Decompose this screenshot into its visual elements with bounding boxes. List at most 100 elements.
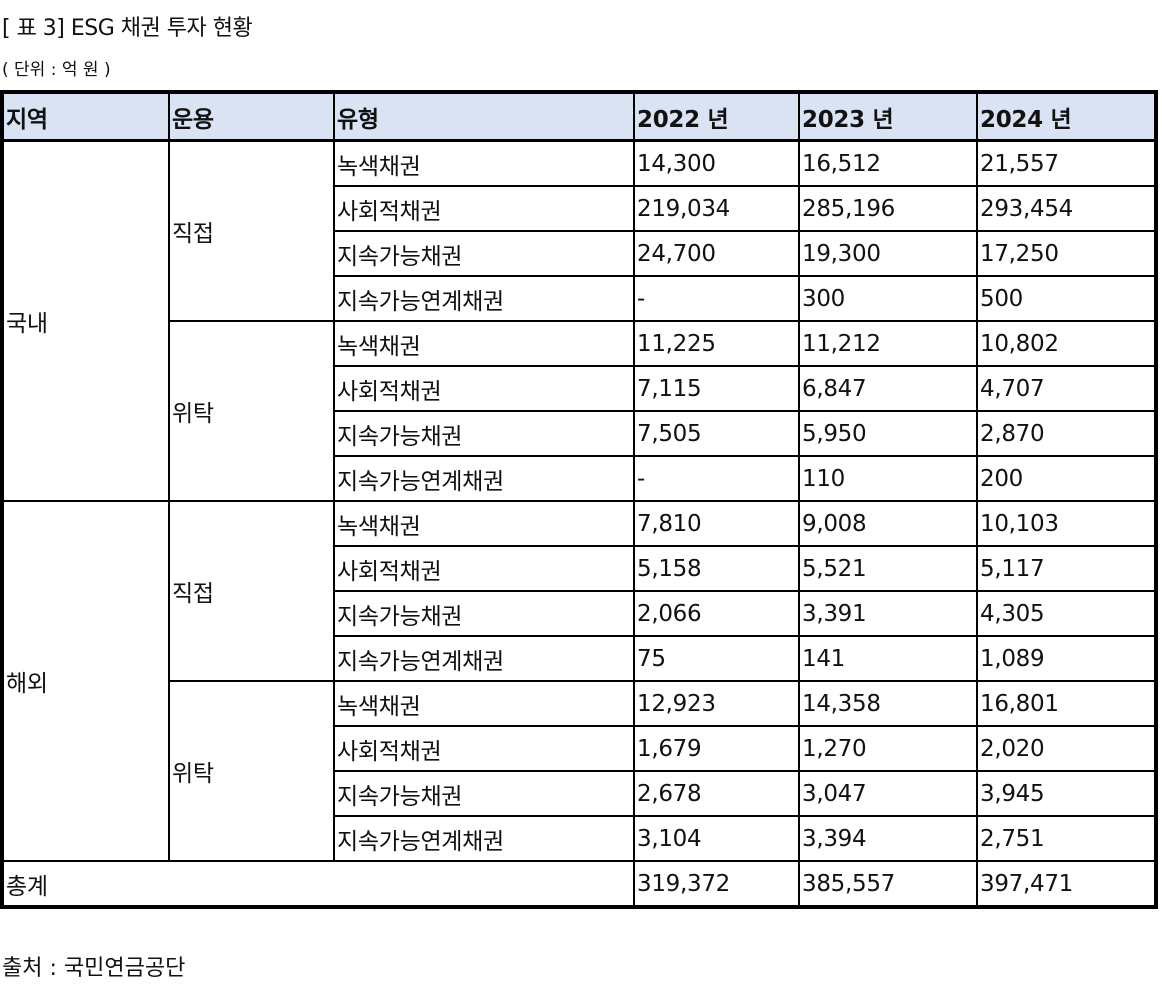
header-2022: 2022 년 [633,91,800,142]
value-2023: 3,391 [798,590,978,637]
table-row: 위탁 녹색채권 11,225 11,212 10,802 [2,320,1157,502]
type-cell: 지속가능연계채권 [333,635,635,682]
table-row: 사회적채권 7,115 6,847 4,707 [2,365,1157,412]
total-row: 총계 319,372 385,557 397,471 [1,860,1157,908]
value-2022: - [633,455,800,502]
value-2023: 285,196 [798,185,978,232]
value-2023: 11,212 [798,320,978,367]
type-cell: 사회적채권 [333,185,635,232]
region-cell: 국내 [1,139,170,502]
header-2023: 2023 년 [798,91,978,142]
unit-note: ( 단위 : 억 원 ) [2,60,111,80]
table-row: 국내 직접 녹색채권 14,300 16,512 21,557 [1,139,1157,502]
value-2023: 3,394 [798,815,978,862]
table-row: 위탁 녹색채권 12,923 14,358 16,801 [2,680,1157,862]
value-2022: 1,679 [633,725,800,772]
type-cell: 사회적채권 [333,725,635,772]
value-2023: 5,521 [798,545,978,592]
table-row: 지속가능채권 7,505 5,950 2,870 [2,410,1157,457]
value-2024: 17,250 [976,230,1157,277]
value-2024: 5,117 [976,545,1157,592]
type-cell: 녹색채권 [333,680,635,727]
header-row: 지역 운용 유형 2022 년 2023 년 2024 년 [1,91,1157,142]
management-cell: 위탁 [168,320,335,502]
value-2022: 7,115 [633,365,800,412]
value-2024: 2,020 [976,725,1157,772]
value-2023: 16,512 [798,139,978,187]
header-type: 유형 [333,91,635,142]
value-2022: 7,505 [633,410,800,457]
table-row: 지속가능연계채권 3,104 3,394 2,751 [2,815,1157,862]
value-2024: 1,089 [976,635,1157,682]
value-2023: 141 [798,635,978,682]
table-row: 해외 직접 녹색채권 7,810 9,008 10,103 [1,500,1157,862]
management-cell: 위탁 [168,680,335,862]
table-row: 지속가능연계채권 - 110 200 [2,455,1157,502]
type-cell: 지속가능채권 [333,590,635,637]
value-2023: 3,047 [798,770,978,817]
type-cell: 녹색채권 [333,139,635,187]
management-cell: 직접 [168,139,335,322]
value-2024: 16,801 [976,680,1157,727]
value-2023: 6,847 [798,365,978,412]
value-2024: 200 [976,455,1157,502]
table-row: 지속가능채권 2,678 3,047 3,945 [2,770,1157,817]
source-note: 출처 : 국민연금공단 [2,956,186,981]
header-management: 운용 [168,91,335,142]
value-2024: 10,802 [976,320,1157,367]
table-title: [ 표 3] ESG 채권 투자 현황 [2,16,253,41]
type-cell: 지속가능채권 [333,410,635,457]
value-2022: 75 [633,635,800,682]
value-2023: 110 [798,455,978,502]
type-cell: 사회적채권 [333,545,635,592]
value-2022: 219,034 [633,185,800,232]
value-2022: 5,158 [633,545,800,592]
value-2024: 500 [976,275,1157,322]
value-2022: 12,923 [633,680,800,727]
table-row: 지속가능채권 2,066 3,391 4,305 [2,590,1157,637]
type-cell: 녹색채권 [333,320,635,367]
value-2022: 2,678 [633,770,800,817]
value-2023: 300 [798,275,978,322]
total-label: 총계 [1,860,635,908]
type-cell: 지속가능연계채권 [333,275,635,322]
value-2022: 24,700 [633,230,800,277]
type-cell: 지속가능채권 [333,230,635,277]
value-2023: 1,270 [798,725,978,772]
value-2022: - [633,275,800,322]
table-row: 사회적채권 1,679 1,270 2,020 [2,725,1157,772]
type-cell: 녹색채권 [333,500,635,547]
value-2024: 2,870 [976,410,1157,457]
header-2024: 2024 년 [976,91,1157,142]
value-2023: 14,358 [798,680,978,727]
value-2024: 2,751 [976,815,1157,862]
value-2024: 4,305 [976,590,1157,637]
value-2024: 293,454 [976,185,1157,232]
value-2022: 7,810 [633,500,800,547]
value-2023: 19,300 [798,230,978,277]
total-2023: 385,557 [798,860,978,908]
value-2024: 10,103 [976,500,1157,547]
table-row: 지속가능연계채권 75 141 1,089 [2,635,1157,682]
table-row: 사회적채권 5,158 5,521 5,117 [2,545,1157,592]
type-cell: 지속가능채권 [333,770,635,817]
value-2022: 11,225 [633,320,800,367]
region-cell: 해외 [1,500,170,862]
value-2023: 5,950 [798,410,978,457]
type-cell: 사회적채권 [333,365,635,412]
table-row: 지속가능채권 24,700 19,300 17,250 [2,230,1157,277]
header-region: 지역 [1,91,170,142]
value-2023: 9,008 [798,500,978,547]
total-2024: 397,471 [976,860,1157,908]
value-2024: 21,557 [976,139,1157,187]
total-2022: 319,372 [633,860,800,908]
type-cell: 지속가능연계채권 [333,455,635,502]
value-2024: 3,945 [976,770,1157,817]
value-2022: 2,066 [633,590,800,637]
type-cell: 지속가능연계채권 [333,815,635,862]
value-2024: 4,707 [976,365,1157,412]
table-row: 지속가능연계채권 - 300 500 [2,275,1157,322]
value-2022: 14,300 [633,139,800,187]
esg-bond-table: 지역 운용 유형 2022 년 2023 년 2024 년 국내 직접 녹색채권… [0,90,1158,909]
value-2022: 3,104 [633,815,800,862]
